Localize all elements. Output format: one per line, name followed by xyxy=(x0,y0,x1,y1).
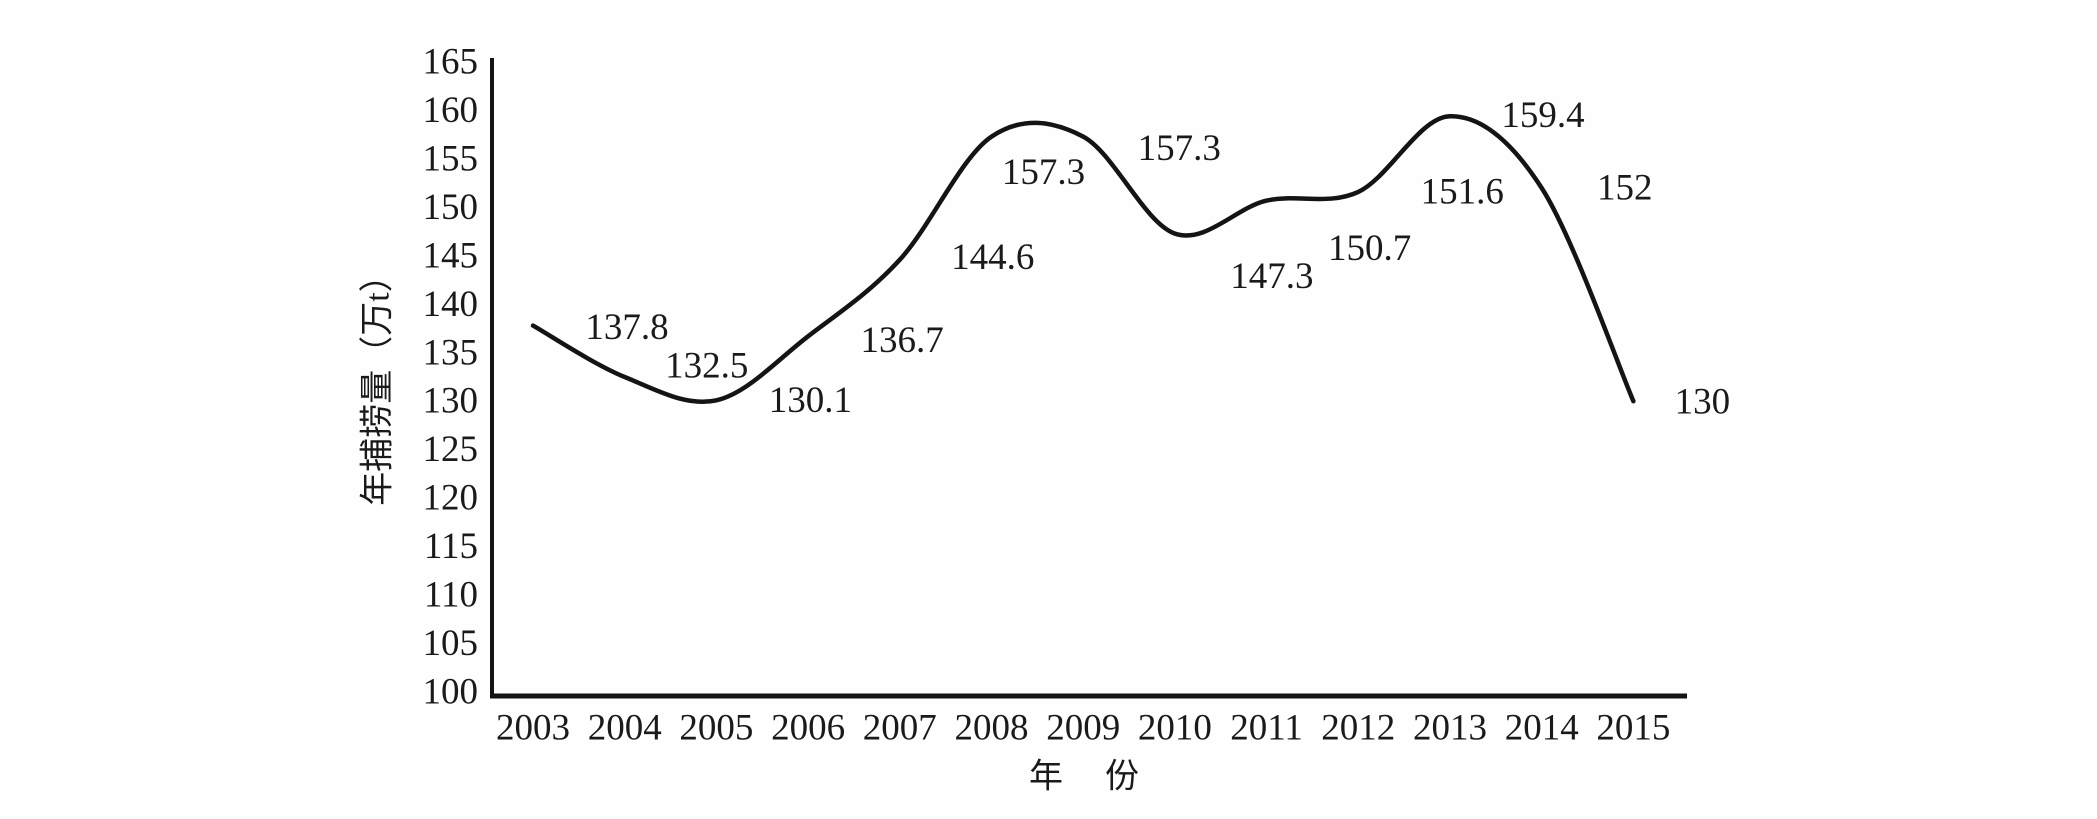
data-label: 130.1 xyxy=(769,380,852,421)
y-tick-label: 130 xyxy=(423,381,479,422)
x-tick-label: 2009 xyxy=(1046,708,1120,749)
x-tick-label: 2007 xyxy=(863,708,937,749)
y-tick-label: 150 xyxy=(423,187,479,228)
x-tick-label: 2013 xyxy=(1413,708,1487,749)
x-tick-label: 2003 xyxy=(496,708,570,749)
y-tick-label: 155 xyxy=(423,138,479,179)
x-tick-label: 2005 xyxy=(679,708,753,749)
x-axis-title: 年 份 xyxy=(1029,758,1143,796)
trend-line xyxy=(530,114,1636,404)
x-tick-label: 2015 xyxy=(1596,708,1670,749)
y-tick-label: 165 xyxy=(423,42,479,83)
y-tick-label: 110 xyxy=(424,575,478,616)
data-label: 157.3 xyxy=(1002,152,1085,193)
y-tick-label: 100 xyxy=(423,672,479,713)
y-axis-title: 年捕捞量（万t） xyxy=(359,258,397,505)
data-label: 157.3 xyxy=(1138,128,1221,169)
x-tick-label: 2012 xyxy=(1321,708,1395,749)
x-tick-label: 2006 xyxy=(771,708,845,749)
y-tick-label: 120 xyxy=(423,478,479,519)
y-tick-label: 135 xyxy=(423,332,479,373)
data-label: 152 xyxy=(1597,168,1653,209)
data-label: 159.4 xyxy=(1501,95,1584,136)
x-tick-label: 2004 xyxy=(588,708,662,749)
x-tick-label: 2008 xyxy=(955,708,1029,749)
y-tick-label: 140 xyxy=(423,284,479,325)
data-label: 132.5 xyxy=(665,346,748,387)
y-tick-label: 145 xyxy=(423,235,479,276)
data-label: 136.7 xyxy=(860,320,943,361)
data-label: 130 xyxy=(1675,382,1731,423)
data-label: 151.6 xyxy=(1421,171,1504,212)
y-tick-label: 105 xyxy=(423,623,479,664)
data-label: 150.7 xyxy=(1328,228,1411,269)
x-tick-label: 2014 xyxy=(1505,708,1579,749)
data-label: 147.3 xyxy=(1230,256,1313,297)
y-tick-label: 125 xyxy=(423,429,479,470)
data-label: 144.6 xyxy=(951,237,1034,278)
x-tick-label: 2011 xyxy=(1230,708,1303,749)
data-label: 137.8 xyxy=(585,307,668,348)
y-tick-label: 160 xyxy=(423,90,479,131)
y-tick-label: 115 xyxy=(424,526,478,567)
x-tick-label: 2010 xyxy=(1138,708,1212,749)
